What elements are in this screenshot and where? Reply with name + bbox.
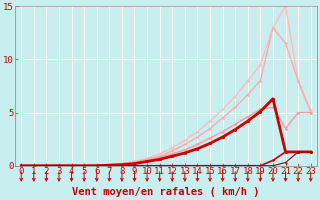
X-axis label: Vent moyen/en rafales ( km/h ): Vent moyen/en rafales ( km/h ) — [72, 187, 260, 197]
